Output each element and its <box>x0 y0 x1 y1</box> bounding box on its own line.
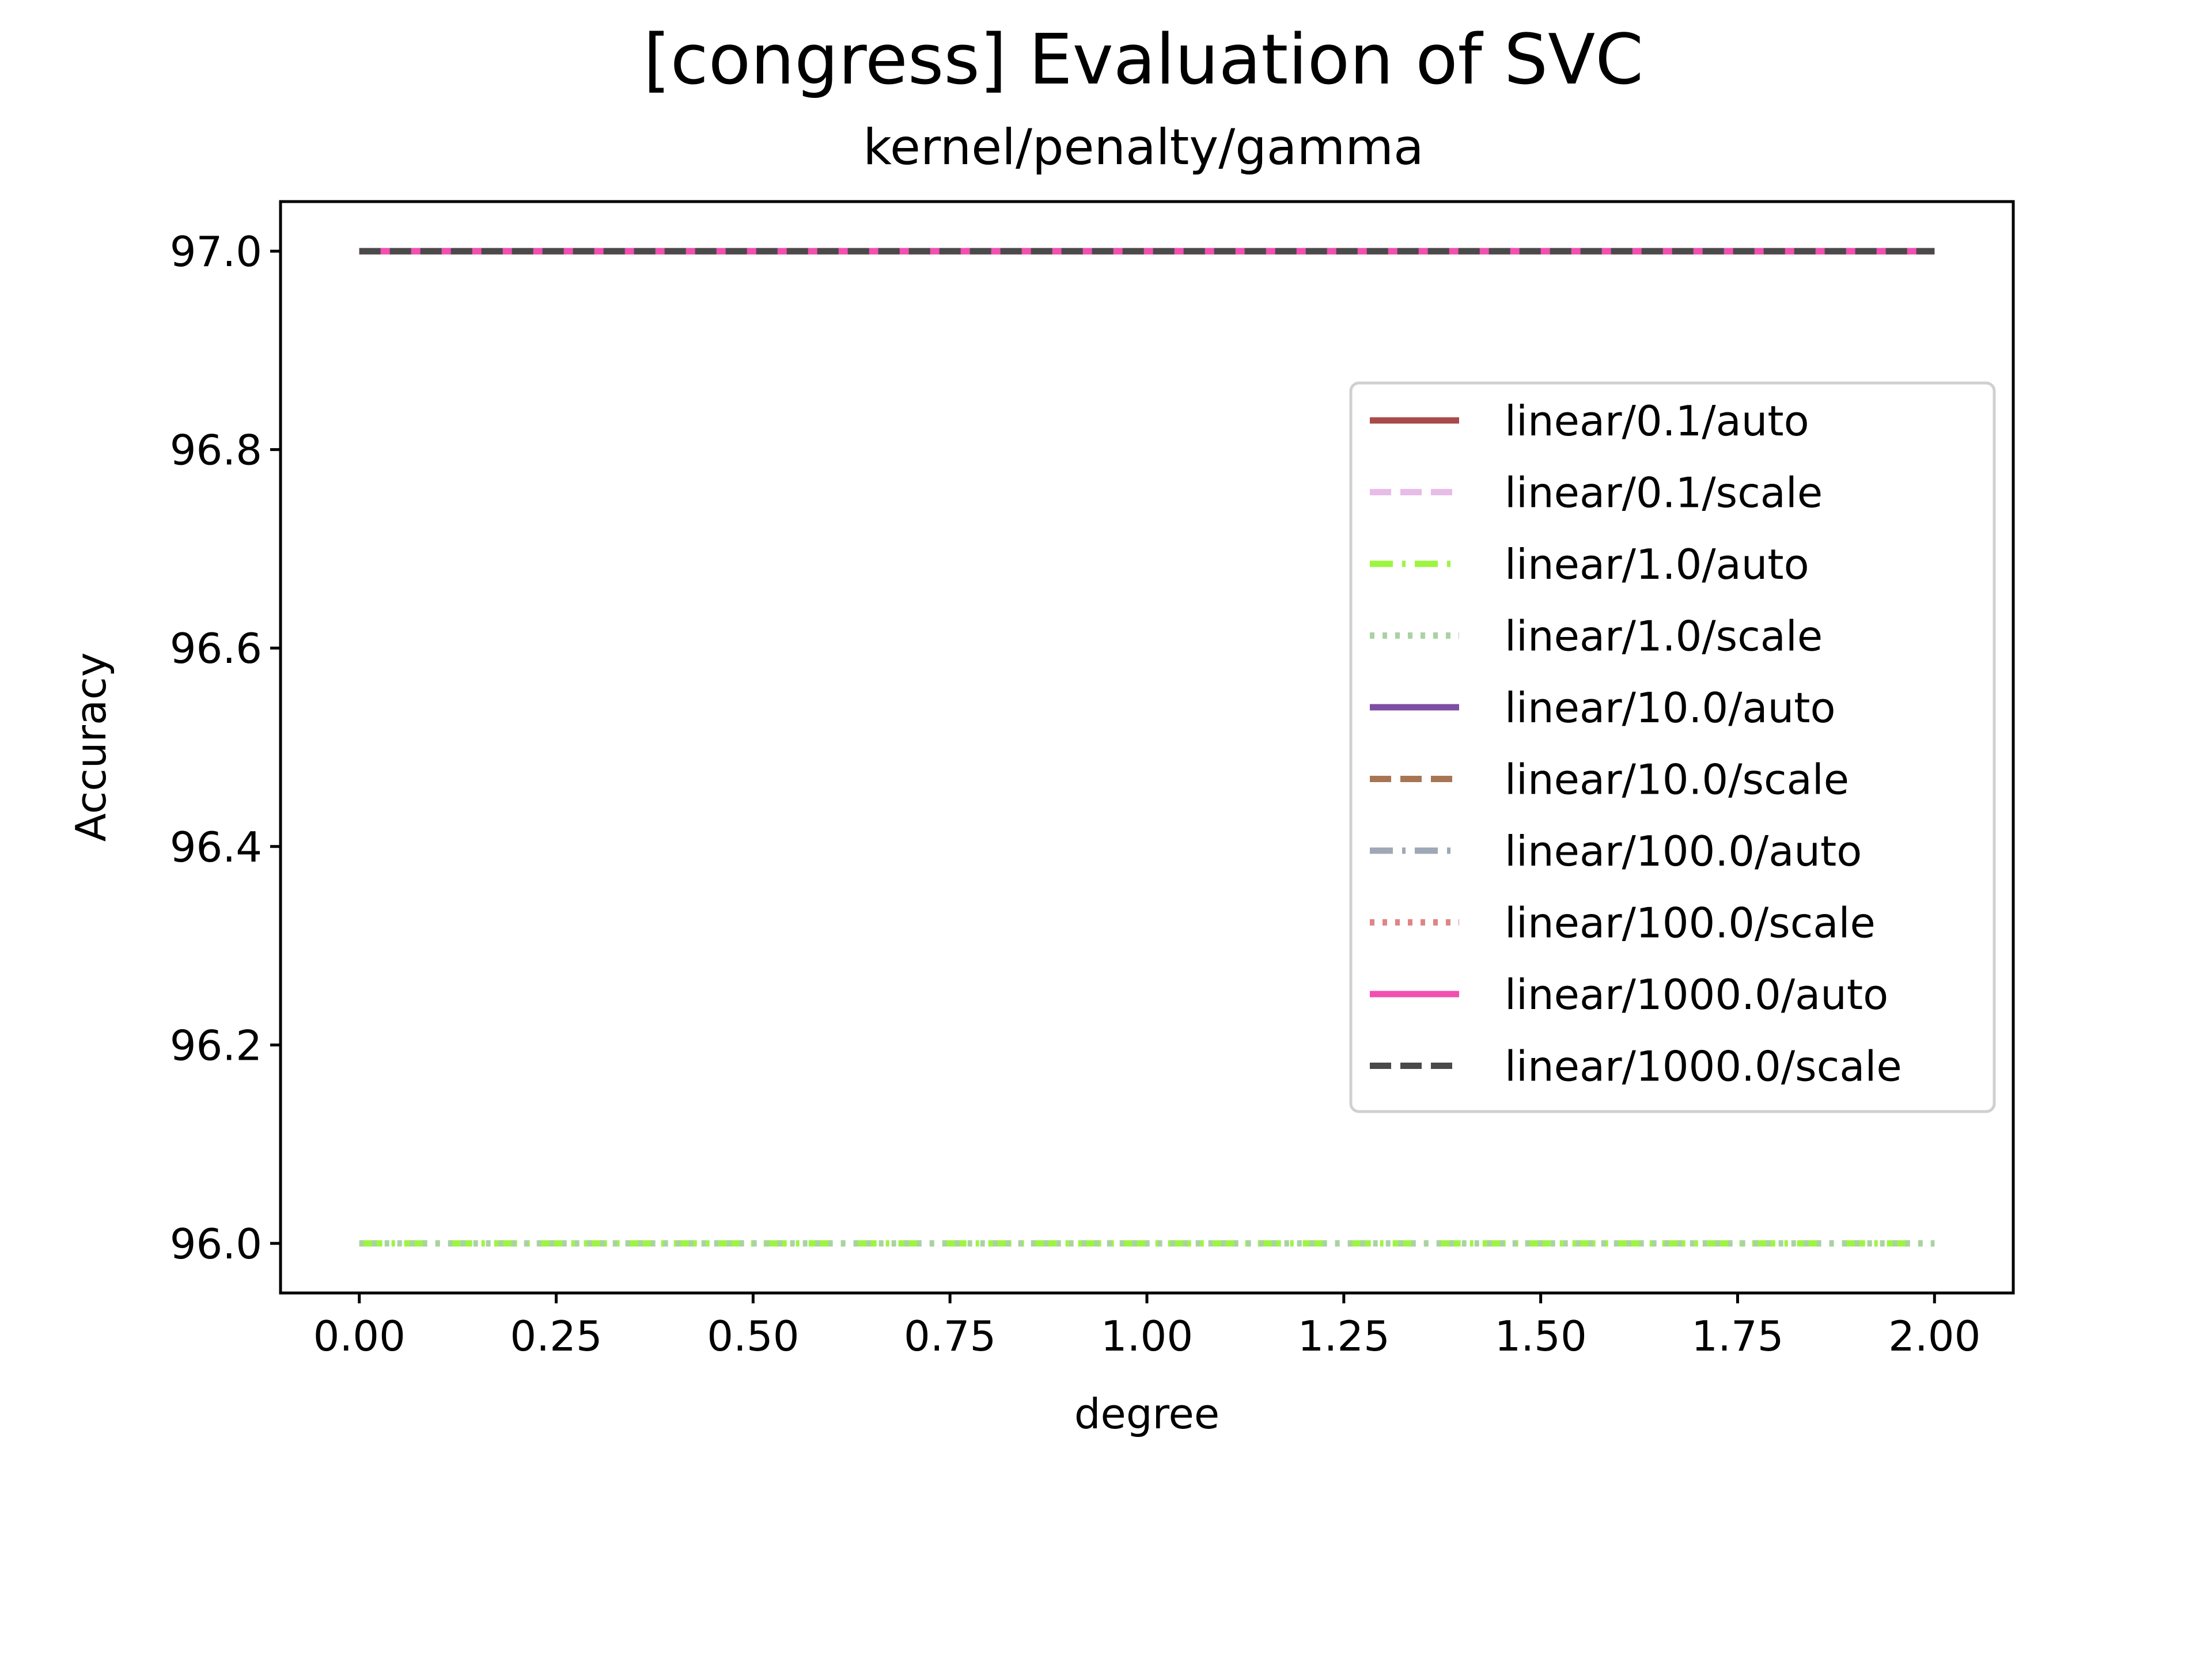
legend-label: linear/1000.0/scale <box>1505 1042 1902 1091</box>
legend-label: linear/10.0/scale <box>1505 756 1849 804</box>
x-tick-label: 1.50 <box>1494 1312 1586 1360</box>
legend-frame <box>1349 381 1996 1113</box>
legend-label: linear/0.1/auto <box>1505 397 1809 445</box>
chart-title: [congress] Evaluation of SVC <box>643 20 1643 100</box>
legend-label: linear/1.0/auto <box>1505 540 1809 589</box>
y-tick-label: 96.8 <box>170 426 262 475</box>
x-tick-label: 1.25 <box>1298 1312 1390 1360</box>
legend-label: linear/10.0/auto <box>1505 684 1836 732</box>
chart-subtitle: kernel/penalty/gamma <box>863 119 1424 176</box>
legend-label: linear/100.0/scale <box>1505 899 1876 947</box>
y-tick-label: 96.6 <box>170 624 262 673</box>
y-tick-label: 97.0 <box>170 227 262 276</box>
plot-area-frame <box>279 200 2015 1295</box>
x-tick-label: 1.75 <box>1691 1312 1783 1360</box>
legend-items: linear/0.1/auto linear/0.1/scale linear/1.… <box>1370 397 1902 1091</box>
y-tick-label: 96.0 <box>170 1220 262 1268</box>
legend-label: linear/1000.0/auto <box>1505 970 1888 1019</box>
x-tick-label: 0.00 <box>313 1312 406 1360</box>
legend-label: linear/0.1/scale <box>1505 469 1823 517</box>
y-tick-label: 96.2 <box>170 1021 262 1070</box>
y-axis-ticks: 96.0 96.2 96.4 96.6 96.8 97.0 <box>170 227 281 1268</box>
x-tick-label: 0.75 <box>904 1312 996 1360</box>
x-tick-label: 1.00 <box>1101 1312 1193 1360</box>
y-axis-label: Accuracy <box>67 653 115 842</box>
x-tick-label: 2.00 <box>1888 1312 1980 1360</box>
legend: linear/0.1/auto linear/0.1/scale linear/1.… <box>1349 381 1996 1113</box>
legend-label: linear/1.0/scale <box>1505 612 1823 661</box>
series-layer <box>359 248 1935 1247</box>
x-axis-ticks: 0.00 0.25 0.50 0.75 1.00 1.25 1.50 1.75 2.00 <box>313 1293 1980 1360</box>
x-axis-label: degree <box>1074 1390 1219 1438</box>
x-tick-label: 0.25 <box>510 1312 602 1360</box>
y-tick-label: 96.4 <box>170 823 262 871</box>
x-tick-label: 0.50 <box>707 1312 799 1360</box>
legend-label: linear/100.0/auto <box>1505 827 1862 875</box>
